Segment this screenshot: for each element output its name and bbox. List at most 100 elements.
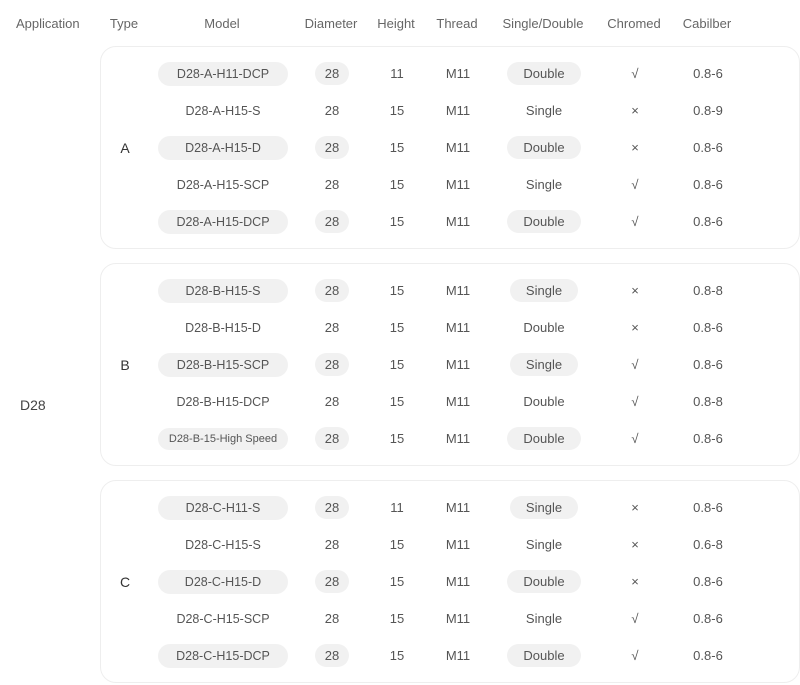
- table-row: D28-B-H15-SCP2815M11Single√0.8-6: [149, 346, 793, 383]
- header-chromed: Chromed: [598, 0, 670, 46]
- cell-chromed: √: [599, 214, 671, 229]
- table-row: D28-B-H15-D2815M11Double×0.8-6: [149, 309, 793, 346]
- cell-diameter: 28: [297, 570, 367, 593]
- cell-thread: M11: [427, 537, 489, 552]
- cell-chromed: ×: [599, 574, 671, 589]
- cell-single-double: Double: [489, 320, 599, 335]
- cell-thread: M11: [427, 283, 489, 298]
- cell-single-double: Double: [489, 570, 599, 593]
- cell-model: D28-B-H15-SCP: [149, 353, 297, 377]
- cell-diameter: 28: [297, 136, 367, 159]
- cell-chromed: √: [599, 66, 671, 81]
- cell-single-double: Double: [489, 644, 599, 667]
- table-row: D28-A-H15-DCP2815M11Double√0.8-6: [149, 203, 793, 240]
- cell-height: 15: [367, 357, 427, 372]
- cell-model: D28-A-H15-S: [149, 104, 297, 118]
- data-column: Type Model Diameter Height Thread Single…: [100, 0, 800, 683]
- cell-single-double: Double: [489, 210, 599, 233]
- table-row: D28-B-H15-DCP2815M11Double√0.8-8: [149, 383, 793, 420]
- cell-chromed: √: [599, 611, 671, 626]
- rows-container: D28-B-H15-S2815M11Single×0.8-8D28-B-H15-…: [149, 272, 793, 457]
- cell-diameter: 28: [297, 103, 367, 118]
- cell-chromed: √: [599, 394, 671, 409]
- cell-chromed: ×: [599, 537, 671, 552]
- cell-height: 11: [367, 500, 427, 515]
- header-height: Height: [366, 0, 426, 46]
- cell-height: 15: [367, 611, 427, 626]
- type-label: C: [101, 489, 149, 674]
- table-row: D28-B-H15-S2815M11Single×0.8-8: [149, 272, 793, 309]
- cell-caliber: 0.8-6: [671, 500, 745, 515]
- cell-caliber: 0.8-8: [671, 394, 745, 409]
- cell-single-double: Single: [489, 496, 599, 519]
- cell-diameter: 28: [297, 210, 367, 233]
- cell-chromed: √: [599, 648, 671, 663]
- cell-single-double: Double: [489, 427, 599, 450]
- cell-diameter: 28: [297, 62, 367, 85]
- cell-caliber: 0.8-6: [671, 66, 745, 81]
- cell-single-double: Double: [489, 394, 599, 409]
- header-model: Model: [148, 0, 296, 46]
- cell-model: D28-C-H15-S: [149, 538, 297, 552]
- cell-diameter: 28: [297, 320, 367, 335]
- cell-caliber: 0.8-8: [671, 283, 745, 298]
- cell-thread: M11: [427, 103, 489, 118]
- table-row: D28-A-H15-SCP2815M11Single√0.8-6: [149, 166, 793, 203]
- cell-single-double: Single: [489, 353, 599, 376]
- cell-single-double: Double: [489, 136, 599, 159]
- type-group: AD28-A-H11-DCP2811M11Double√0.8-6D28-A-H…: [100, 46, 800, 249]
- cell-thread: M11: [427, 574, 489, 589]
- cell-caliber: 0.6-8: [671, 537, 745, 552]
- table-row: D28-A-H15-D2815M11Double×0.8-6: [149, 129, 793, 166]
- cell-thread: M11: [427, 214, 489, 229]
- cell-model: D28-A-H11-DCP: [149, 62, 297, 86]
- cell-height: 15: [367, 394, 427, 409]
- cell-model: D28-A-H15-SCP: [149, 178, 297, 192]
- cell-height: 15: [367, 431, 427, 446]
- cell-diameter: 28: [297, 279, 367, 302]
- cell-thread: M11: [427, 66, 489, 81]
- cell-caliber: 0.8-6: [671, 431, 745, 446]
- cell-height: 15: [367, 574, 427, 589]
- cell-model: D28-B-H15-S: [149, 279, 297, 303]
- type-group: BD28-B-H15-S2815M11Single×0.8-8D28-B-H15…: [100, 263, 800, 466]
- cell-chromed: ×: [599, 320, 671, 335]
- cell-diameter: 28: [297, 394, 367, 409]
- cell-height: 15: [367, 648, 427, 663]
- cell-diameter: 28: [297, 611, 367, 626]
- cell-caliber: 0.8-6: [671, 140, 745, 155]
- cell-diameter: 28: [297, 644, 367, 667]
- cell-thread: M11: [427, 140, 489, 155]
- cell-caliber: 0.8-6: [671, 357, 745, 372]
- cell-model: D28-B-15-High Speed: [149, 428, 297, 450]
- cell-chromed: √: [599, 177, 671, 192]
- cell-height: 15: [367, 320, 427, 335]
- header-diameter: Diameter: [296, 0, 366, 46]
- groups-container: AD28-A-H11-DCP2811M11Double√0.8-6D28-A-H…: [100, 46, 800, 683]
- cell-chromed: ×: [599, 500, 671, 515]
- table-row: D28-B-15-High Speed2815M11Double√0.8-6: [149, 420, 793, 457]
- cell-diameter: 28: [297, 177, 367, 192]
- cell-thread: M11: [427, 611, 489, 626]
- cell-caliber: 0.8-6: [671, 177, 745, 192]
- cell-single-double: Single: [489, 537, 599, 552]
- cell-chromed: √: [599, 357, 671, 372]
- cell-thread: M11: [427, 357, 489, 372]
- table-row: D28-A-H11-DCP2811M11Double√0.8-6: [149, 55, 793, 92]
- table-row: D28-C-H15-D2815M11Double×0.8-6: [149, 563, 793, 600]
- cell-thread: M11: [427, 431, 489, 446]
- cell-model: D28-C-H15-D: [149, 570, 297, 594]
- cell-caliber: 0.8-6: [671, 648, 745, 663]
- cell-height: 15: [367, 103, 427, 118]
- header-single-double: Single/Double: [488, 0, 598, 46]
- header-caliber: Cabilber: [670, 0, 744, 46]
- table-row: D28-C-H11-S2811M11Single×0.8-6: [149, 489, 793, 526]
- cell-thread: M11: [427, 177, 489, 192]
- cell-chromed: ×: [599, 140, 671, 155]
- type-group: CD28-C-H11-S2811M11Single×0.8-6D28-C-H15…: [100, 480, 800, 683]
- cell-diameter: 28: [297, 496, 367, 519]
- table-row: D28-C-H15-SCP2815M11Single√0.8-6: [149, 600, 793, 637]
- type-label: A: [101, 55, 149, 240]
- cell-single-double: Double: [489, 62, 599, 85]
- cell-diameter: 28: [297, 537, 367, 552]
